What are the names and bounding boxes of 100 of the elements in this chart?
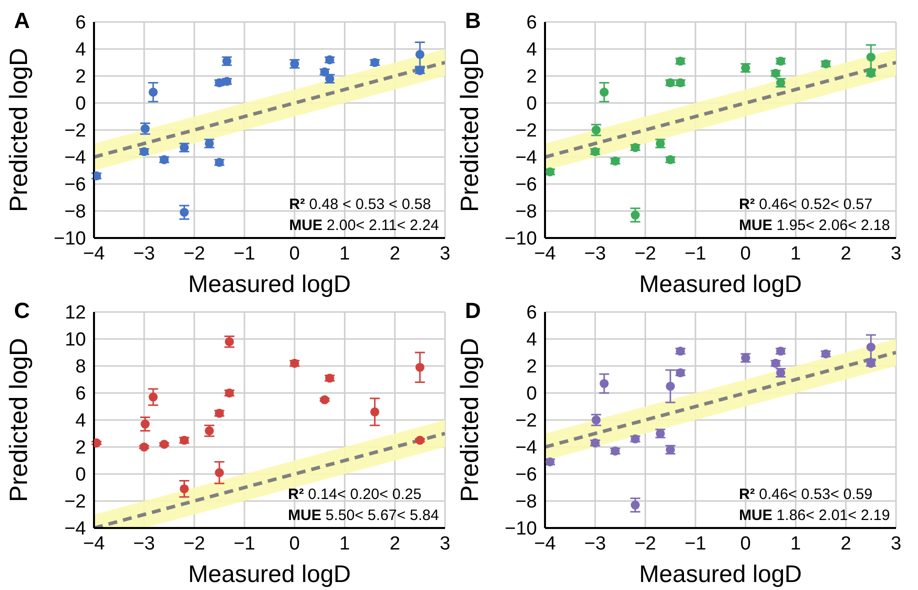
point: [630, 500, 640, 510]
y-tick-label: −4: [515, 148, 538, 169]
x-tick-label: 2: [840, 533, 852, 554]
point: [415, 436, 424, 445]
point: [140, 420, 150, 429]
y-tick-label: −2: [64, 120, 86, 142]
point: [320, 395, 330, 404]
x-tick-label: −2: [183, 243, 206, 264]
x-tick-label: 3: [890, 243, 902, 264]
x-tick-label: 2: [390, 243, 400, 264]
x-tick-label: 3: [440, 533, 450, 554]
y-tick-label: −2: [515, 120, 537, 142]
annotation: R² 0.48 < 0.53 < 0.58: [289, 195, 432, 215]
chart-title: A: [14, 8, 30, 34]
x-tick-label: −3: [133, 533, 155, 554]
y-tick-label: −2: [64, 492, 86, 513]
y-tick-label: −10: [504, 228, 537, 250]
x-tick-label: −2: [183, 533, 206, 554]
y-tick-label: −8: [515, 202, 537, 223]
x-tick-label: 3: [440, 243, 450, 264]
y-tick-label: −8: [64, 202, 86, 223]
x-tick-label: 0: [289, 533, 300, 554]
x-tick-label: −1: [234, 243, 256, 264]
point: [148, 392, 158, 402]
x-tick-label: −1: [684, 533, 706, 554]
y-tick-label: 2: [75, 438, 86, 459]
y-tick-label: 0: [75, 94, 86, 115]
x-tick-label: −3: [584, 243, 606, 264]
y-tick-label: −10: [504, 518, 537, 540]
chart-title: D: [465, 298, 481, 324]
point: [546, 167, 555, 176]
y-tick-label: −8: [515, 492, 537, 513]
y-tick-label: 4: [526, 330, 538, 351]
point: [600, 88, 609, 97]
y-tick-label: −6: [64, 174, 86, 196]
y-tick-label: 6: [526, 302, 537, 324]
point: [180, 208, 189, 217]
x-tick-label: −1: [684, 243, 706, 264]
y-tick-label: 6: [526, 12, 537, 34]
x-axis-title: Measured logD: [639, 561, 802, 588]
annotation: R² 0.46< 0.52< 0.57: [739, 195, 874, 215]
y-tick-label: 4: [75, 410, 86, 432]
y-tick-label: 2: [526, 66, 537, 88]
x-axis-title: Measured logD: [188, 271, 351, 298]
point: [866, 342, 876, 352]
y-tick-label: −4: [64, 518, 86, 540]
x-axis-title: Measured logD: [188, 561, 351, 588]
y-tick-label: 0: [526, 94, 537, 115]
annotation: R² 0.46< 0.53< 0.59: [739, 485, 874, 505]
x-tick-label: −2: [634, 533, 656, 554]
y-tick-label: 4: [526, 40, 538, 61]
x-tick-label: −1: [234, 533, 256, 554]
y-axis-title: Predicted logD: [456, 338, 484, 502]
point: [415, 50, 424, 59]
y-tick-label: 4: [75, 40, 86, 61]
y-tick-label: 0: [526, 384, 537, 405]
y-tick-label: −6: [515, 174, 537, 196]
chart-title: B: [465, 8, 481, 34]
x-tick-label: 1: [339, 243, 350, 264]
point: [370, 407, 380, 416]
y-tick-label: −2: [515, 410, 537, 432]
annotation: MUE 1.95< 2.06< 2.18: [739, 216, 890, 236]
y-tick-label: −10: [54, 228, 86, 250]
x-tick-label: 3: [890, 533, 902, 554]
point: [140, 442, 149, 452]
y-tick-label: 8: [75, 356, 86, 378]
y-tick-label: 6: [75, 384, 86, 405]
point: [415, 362, 424, 372]
point: [148, 88, 158, 97]
x-tick-label: 1: [339, 533, 350, 554]
y-axis-title: Predicted logD: [456, 48, 484, 212]
point: [546, 457, 555, 466]
x-tick-label: −3: [584, 533, 606, 554]
y-tick-label: 2: [75, 66, 86, 88]
point: [160, 440, 169, 449]
x-tick-label: 2: [840, 243, 852, 264]
point: [180, 484, 189, 494]
x-tick-label: 0: [740, 533, 751, 554]
annotation: R² 0.14< 0.20< 0.25: [288, 485, 422, 505]
annotation: MUE 2.00< 2.11< 2.24: [289, 216, 439, 236]
x-tick-label: 0: [740, 243, 751, 264]
y-axis-title: Predicted logD: [4, 48, 33, 212]
x-tick-label: 2: [390, 533, 400, 554]
y-tick-label: −6: [515, 464, 537, 486]
point: [666, 382, 675, 391]
x-tick-label: 1: [790, 243, 802, 264]
x-tick-label: −2: [634, 243, 656, 264]
y-tick-label: −4: [515, 438, 538, 459]
y-tick-label: 0: [75, 464, 86, 486]
y-axis-title: Predicted logD: [4, 338, 33, 502]
x-tick-label: −3: [133, 243, 155, 264]
x-tick-label: 1: [790, 533, 802, 554]
point: [600, 379, 609, 388]
x-tick-label: 0: [289, 243, 300, 264]
y-tick-label: −4: [64, 148, 86, 169]
x-axis-title: Measured logD: [639, 271, 802, 298]
y-tick-label: 6: [75, 12, 86, 34]
chart-title: C: [14, 298, 30, 324]
point: [866, 52, 876, 62]
point: [214, 468, 224, 478]
